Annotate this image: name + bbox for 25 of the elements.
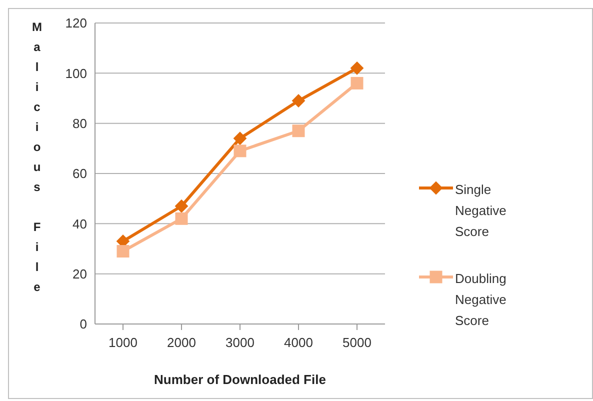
point xyxy=(350,62,364,75)
x-axis-title: Number of Downloaded File xyxy=(154,372,326,387)
point xyxy=(175,212,188,225)
y-tick-label: 0 xyxy=(80,316,87,332)
y-tick-label: 20 xyxy=(72,266,87,282)
x-tick-label: 2000 xyxy=(167,335,196,350)
point xyxy=(116,245,130,258)
legend-label: Single Negative Score xyxy=(455,181,508,241)
y-tick-label: 80 xyxy=(72,116,87,131)
x-tick-label: 3000 xyxy=(226,335,254,350)
y-tick-label: 60 xyxy=(72,166,87,182)
point xyxy=(292,124,305,138)
y-tick-label: 120 xyxy=(65,16,87,31)
legend-label: Doubling Negative Score xyxy=(455,270,508,330)
x-tick-label: 5000 xyxy=(342,335,372,350)
x-tick-label: 4000 xyxy=(284,335,313,350)
point xyxy=(350,76,364,90)
point xyxy=(175,200,188,213)
point xyxy=(234,144,246,158)
text: Malicious File xyxy=(32,20,42,294)
y-tick-label: 40 xyxy=(72,216,87,232)
point xyxy=(292,94,305,108)
point xyxy=(234,132,246,145)
x-tick-label: 1000 xyxy=(108,335,138,350)
y-tick-label: 100 xyxy=(65,66,87,81)
